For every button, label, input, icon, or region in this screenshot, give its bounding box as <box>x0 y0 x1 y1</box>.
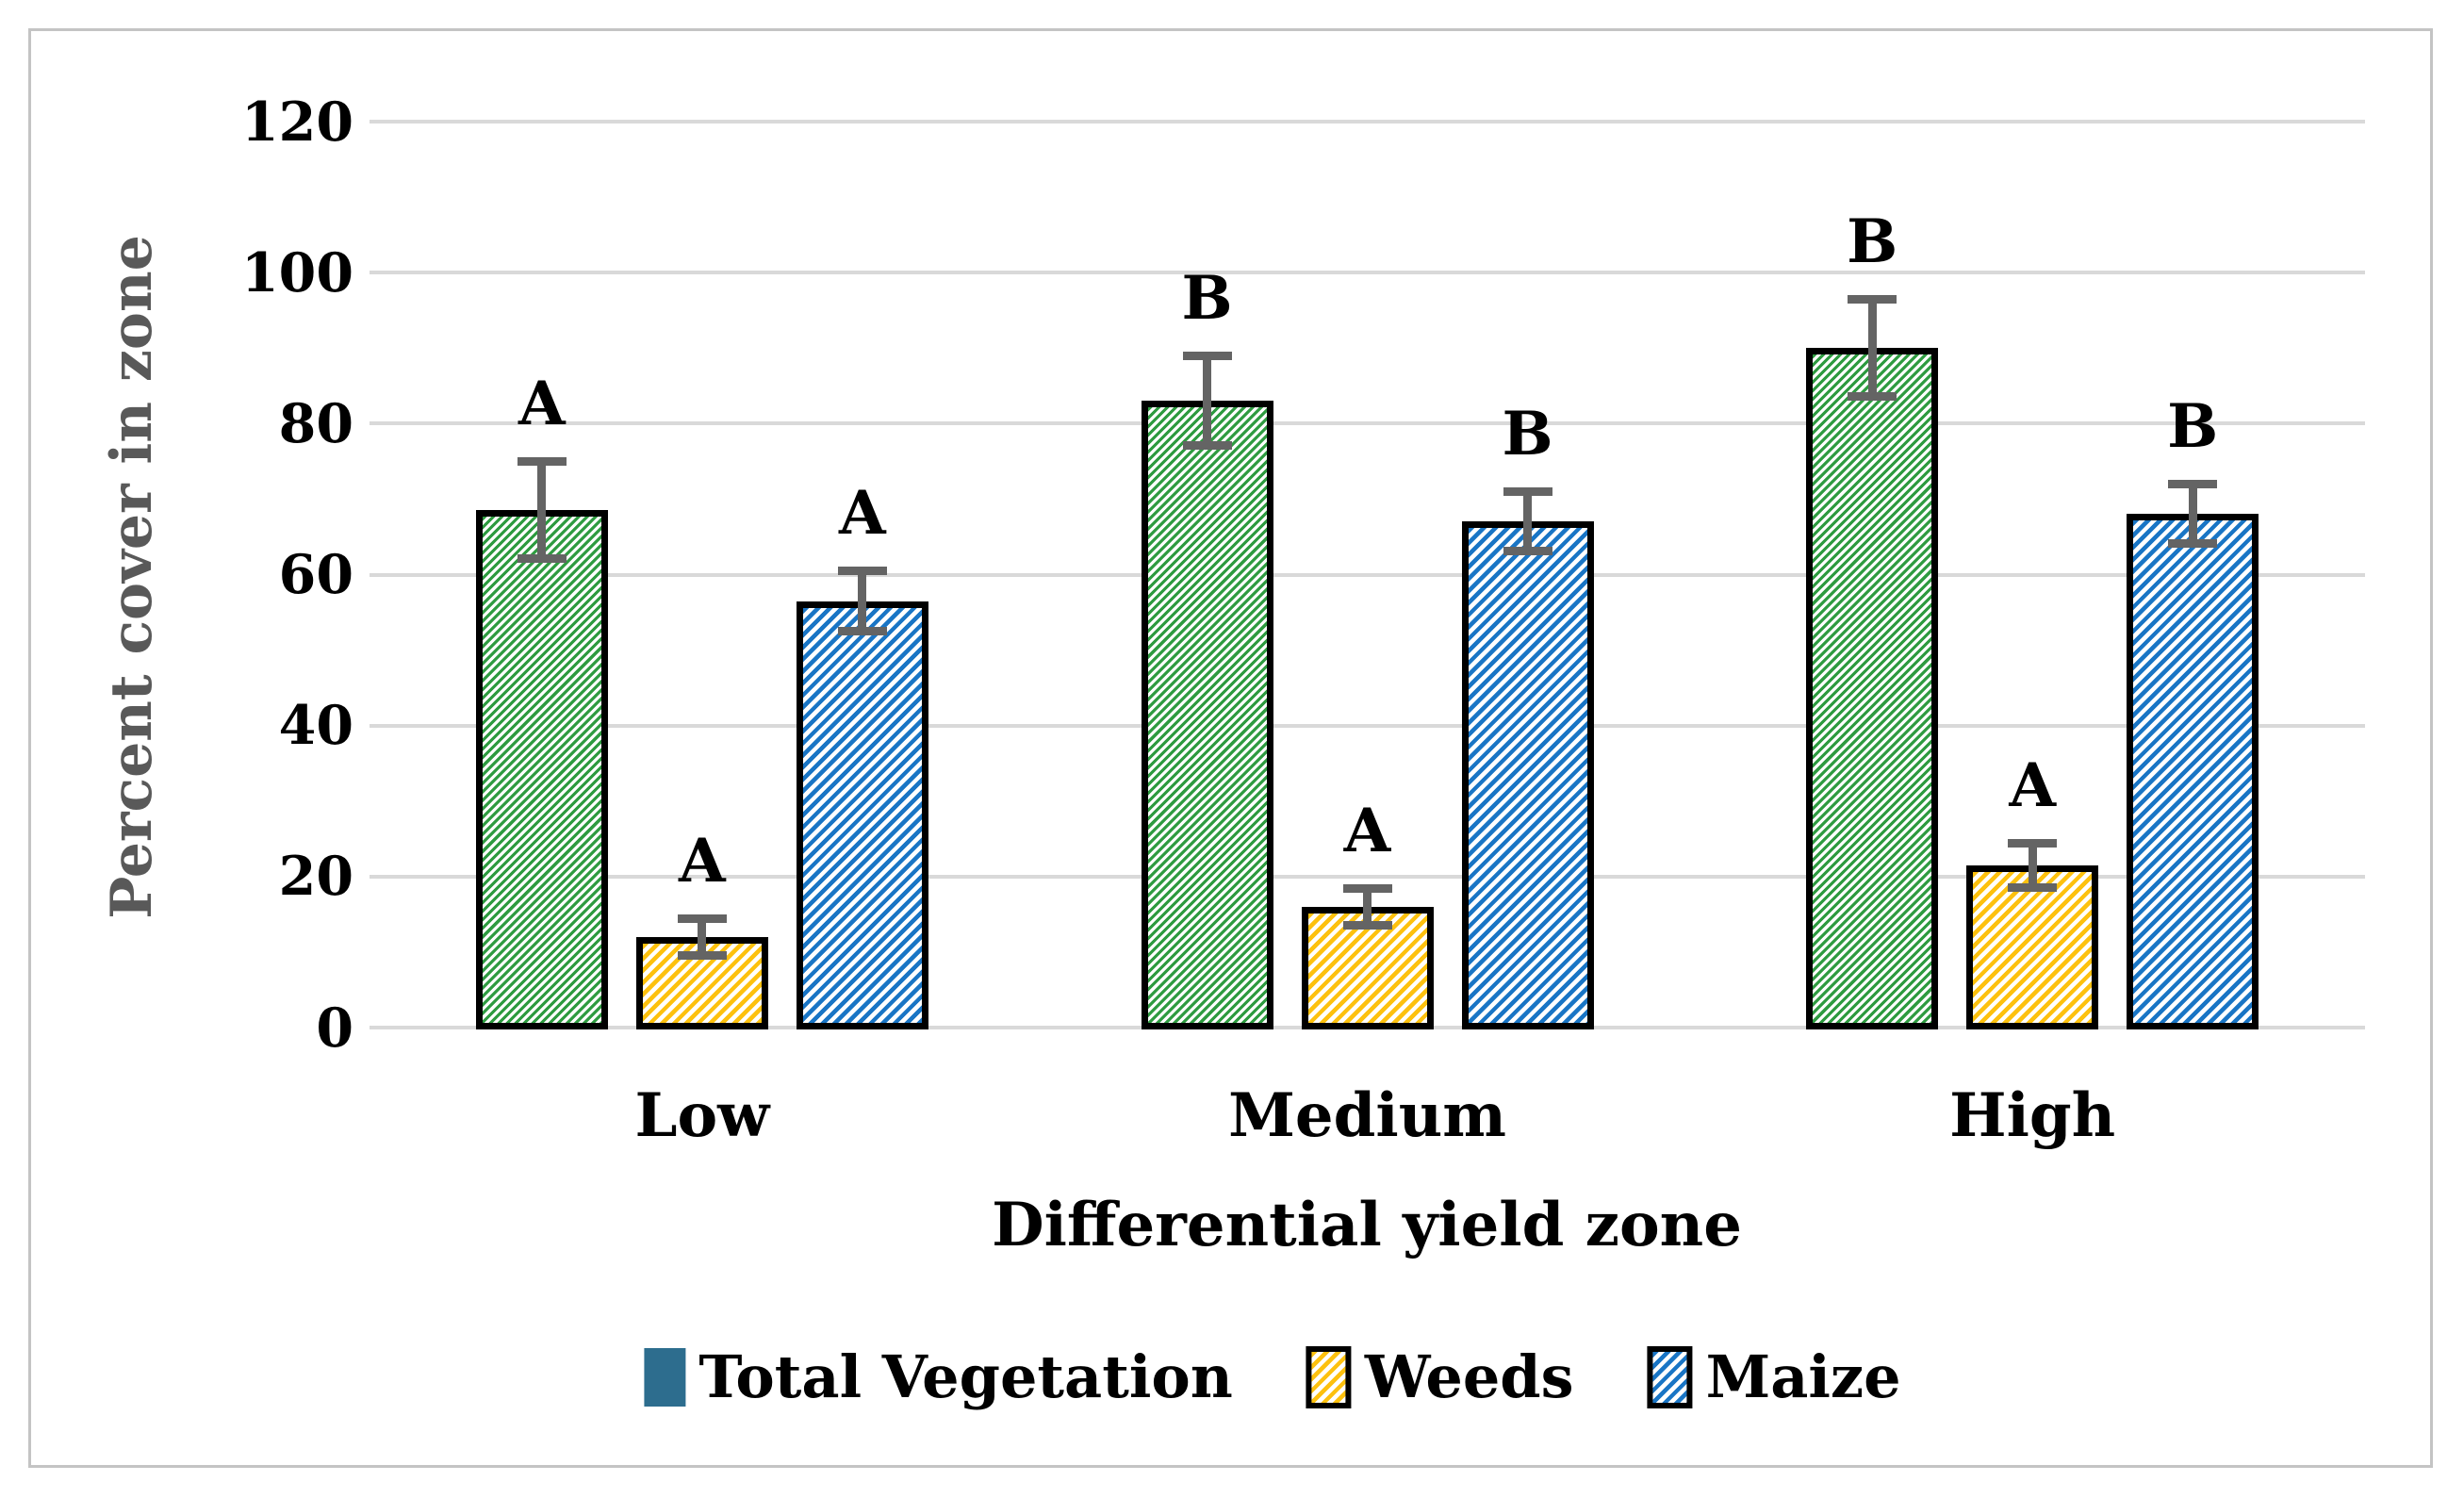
legend: Total Vegetation Weeds Maize <box>644 1342 1901 1411</box>
error-bar-cap-bottom <box>677 950 727 960</box>
error-bar <box>698 917 707 956</box>
error-bar <box>1363 887 1372 926</box>
y-tick-label: 120 <box>241 90 353 154</box>
error-bar-cap-top <box>1342 883 1392 893</box>
error-bar-cap-bottom <box>1848 392 1897 402</box>
significance-letter: A <box>839 478 886 550</box>
error-bar <box>1523 491 1532 552</box>
gridline-80 <box>370 421 2365 426</box>
y-tick-label: 60 <box>278 543 353 606</box>
x-tick-label-low: Low <box>634 1080 770 1151</box>
error-bar-cap-top <box>2008 838 2058 848</box>
y-tick-label: 0 <box>316 996 353 1060</box>
legend-swatch-icon <box>644 1347 686 1407</box>
significance-letter: B <box>1502 399 1553 470</box>
gridline-20 <box>370 874 2365 879</box>
error-bar-cap-bottom <box>1503 547 1552 556</box>
x-tick-label-high: High <box>1949 1080 2116 1151</box>
error-bar <box>1867 299 1877 398</box>
error-bar-cap-bottom <box>837 626 887 635</box>
significance-letter: B <box>2167 391 2219 463</box>
bar-total-vegetation-medium <box>1141 401 1273 1029</box>
bar-maize-medium <box>1461 521 1594 1029</box>
error-bar <box>1203 355 1211 447</box>
error-bar <box>537 461 547 560</box>
bar-total-vegetation-high <box>1806 348 1939 1029</box>
legend-swatch-icon <box>1306 1345 1352 1408</box>
error-bar-cap-bottom <box>1182 441 1232 451</box>
bar-maize-high <box>2127 514 2259 1029</box>
error-bar-cap-top <box>1848 295 1897 305</box>
error-bar-cap-bottom <box>517 554 567 564</box>
legend-item-total-vegetation: Total Vegetation <box>644 1342 1233 1411</box>
error-bar <box>858 570 867 632</box>
bar-maize-low <box>796 601 928 1029</box>
significance-letter: A <box>2009 749 2056 821</box>
error-bar-cap-top <box>837 567 887 576</box>
bar-total-vegetation-low <box>475 510 608 1029</box>
legend-label: Weeds <box>1364 1342 1574 1411</box>
significance-letter: B <box>1181 263 1233 335</box>
legend-label: Maize <box>1705 1342 1901 1411</box>
gridline-100 <box>370 271 2365 275</box>
chart-outer-border <box>28 28 2433 1468</box>
gridline-120 <box>370 120 2365 123</box>
error-bar <box>2188 484 2197 545</box>
y-tick-label: 20 <box>278 845 353 909</box>
gridline-60 <box>370 572 2365 577</box>
error-bar-cap-bottom <box>2008 882 2058 892</box>
gridline-40 <box>370 723 2365 728</box>
legend-swatch-icon <box>1647 1345 1693 1408</box>
significance-letter: A <box>518 369 566 440</box>
error-bar-cap-bottom <box>2168 539 2218 549</box>
error-bar-cap-top <box>517 457 567 467</box>
legend-item-weeds: Weeds <box>1306 1342 1574 1411</box>
error-bar-cap-bottom <box>1342 920 1392 930</box>
x-axis-title: Differential yield zone <box>992 1190 1742 1260</box>
significance-letter: A <box>679 825 726 897</box>
legend-label: Total Vegetation <box>698 1342 1233 1411</box>
y-tick-label: 40 <box>278 694 353 758</box>
significance-letter: A <box>1343 795 1391 866</box>
y-tick-label: 80 <box>278 391 353 455</box>
error-bar <box>2028 842 2037 888</box>
error-bar-cap-top <box>2168 480 2218 489</box>
y-tick-label: 100 <box>241 240 353 305</box>
error-bar-cap-top <box>677 914 727 923</box>
error-bar-cap-top <box>1182 352 1232 361</box>
legend-item-maize: Maize <box>1647 1342 1901 1411</box>
x-tick-label-medium: Medium <box>1228 1080 1506 1151</box>
error-bar-cap-top <box>1503 487 1552 497</box>
significance-letter: B <box>1847 206 1898 278</box>
